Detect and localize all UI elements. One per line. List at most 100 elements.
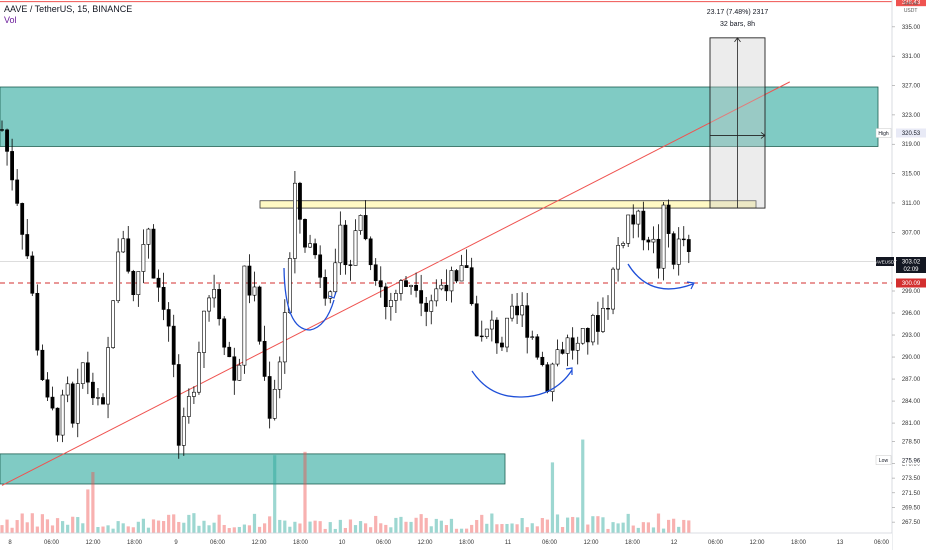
volume-bar [444, 525, 448, 533]
time-tick-label: 12:00 [583, 540, 599, 546]
curve-right [627, 263, 694, 290]
volume-bar [207, 525, 211, 533]
volume-bar [495, 524, 499, 533]
time-axis-bg [0, 533, 892, 550]
volume-indicator-label[interactable]: Vol [4, 15, 17, 25]
candle-body [399, 280, 403, 294]
candle-body [661, 204, 666, 269]
volume-bar [232, 527, 236, 533]
candle-body [626, 214, 631, 244]
price-tick-label: 327.00 [902, 84, 921, 90]
volume-bar [227, 528, 231, 533]
volume-bar [323, 528, 327, 533]
volume-bar [343, 527, 347, 533]
time-tick-label: 18:00 [293, 540, 309, 546]
candle-body [298, 182, 302, 220]
candle-body [368, 238, 373, 266]
volume-bar [131, 527, 135, 533]
candle-body [333, 262, 338, 293]
candle-body [616, 245, 621, 270]
candle-body [651, 238, 656, 243]
volume-bar [566, 517, 570, 533]
measure-tool[interactable]: 23.17 (7.48%) 2317 32 bars, 8h [707, 9, 769, 209]
volume-bar [192, 513, 196, 533]
volume-bar [500, 524, 504, 533]
volume-bar [560, 527, 565, 533]
candle-body [383, 286, 388, 308]
candle-body [166, 309, 171, 327]
volume-bar [414, 517, 418, 533]
candle-body [565, 337, 570, 354]
volume-bar [641, 522, 645, 533]
time-tick-label: 11 [505, 540, 512, 546]
candle-body [404, 280, 408, 287]
volume-bar [96, 526, 100, 533]
time-tick-label: 06:00 [708, 540, 724, 546]
candle-body [313, 243, 318, 256]
volume-bar [106, 525, 110, 533]
candle-body [176, 364, 181, 446]
volume-bar [601, 517, 605, 533]
candle-body [494, 319, 499, 344]
curve-left-arrow [328, 291, 337, 299]
candle-body [96, 397, 100, 399]
volume-bar [409, 521, 413, 533]
candle-body [535, 336, 540, 358]
candle-body [489, 319, 494, 330]
scale-header: Sell all USDT [903, 1, 918, 15]
candle-body [242, 265, 247, 366]
low-price-tag: 275.96 [902, 458, 921, 464]
candle-body [202, 310, 206, 353]
volume-bar [424, 517, 428, 533]
symbol-title: AAVE / TetherUS, 15, BINANCE [4, 4, 133, 14]
time-tick-label: 12:00 [85, 540, 101, 546]
high-price-tag-bg [896, 128, 926, 138]
volume-bar [626, 513, 630, 533]
volume-bar [252, 513, 257, 533]
candle-body [656, 238, 661, 269]
candle-body [585, 328, 590, 343]
time-tick-label: 18:00 [127, 540, 143, 546]
candle-body [207, 297, 211, 312]
curve-middle [471, 369, 573, 398]
volume-bar [348, 519, 353, 533]
volume-bar [616, 523, 620, 533]
volume-bar [515, 524, 519, 533]
volume-bar [656, 513, 661, 533]
candle-body [520, 305, 525, 316]
candle-body [277, 361, 282, 390]
volume-bar [242, 524, 246, 533]
candle-body [681, 238, 686, 241]
volume-bar [480, 514, 484, 533]
volume-bar [308, 521, 312, 533]
candle-body [136, 271, 141, 295]
candle-body [308, 243, 312, 248]
price-tick-label: 311.00 [902, 201, 921, 207]
curve-middle-arrow [565, 367, 573, 375]
candle-body [636, 210, 641, 225]
candle-body [186, 396, 191, 417]
volume-bar [298, 523, 302, 533]
volume-bar [581, 439, 585, 533]
price-tick-label: 293.00 [902, 333, 921, 339]
candle-body [353, 230, 358, 266]
measure-label-bars: 32 bars, 8h [720, 21, 755, 28]
candle-body [75, 383, 80, 424]
volume-bar [30, 513, 34, 533]
time-tick-label: 06:00 [542, 540, 558, 546]
candle-body [505, 317, 509, 348]
volume-bar [91, 472, 95, 533]
candle-body [570, 337, 575, 351]
price-axis[interactable]: 335.00 331.00 327.00 323.00 319.00 315.00 311.… [873, 0, 932, 550]
volume-bar [257, 526, 262, 533]
time-axis[interactable]: 8 06:00 12:00 18:00 9 06:00 12:00 18:00 10 06:00 1… [0, 532, 892, 550]
volume-bar [555, 514, 560, 533]
volume-bar [399, 516, 403, 533]
volume-bar [237, 526, 241, 533]
candle-body [55, 407, 60, 436]
candle-body [479, 335, 484, 338]
volume-bar [672, 518, 676, 533]
time-tick-label: 10 [339, 540, 346, 546]
volume-bar [66, 524, 70, 533]
